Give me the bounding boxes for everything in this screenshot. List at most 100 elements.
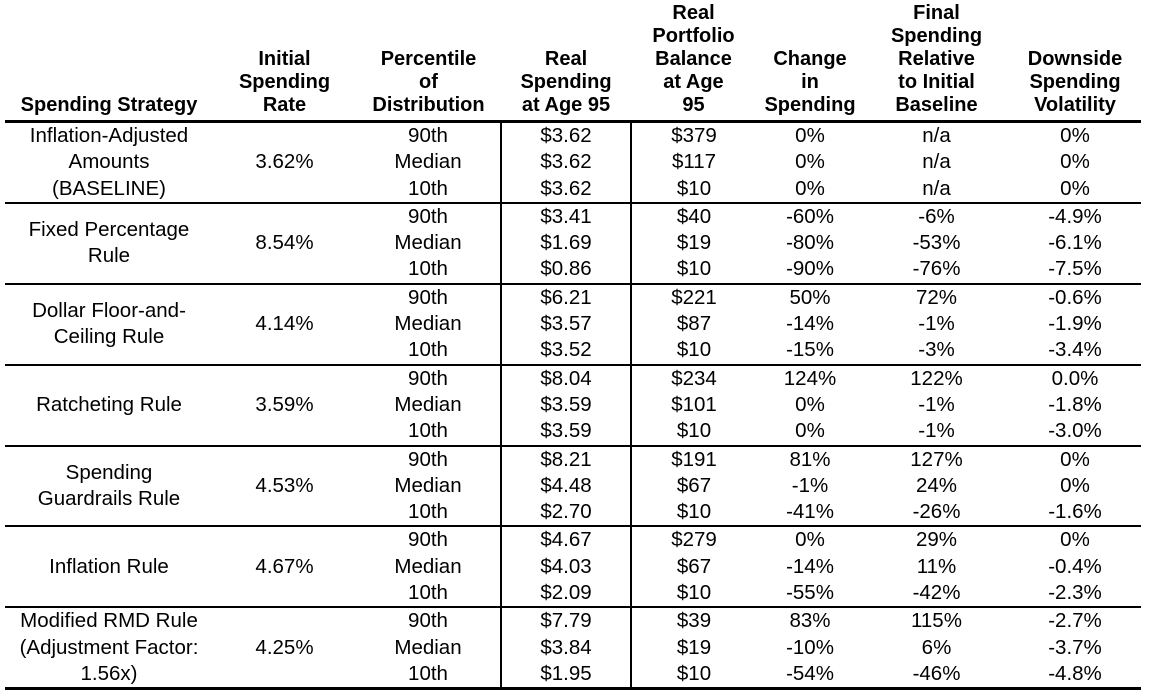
portfolio-balance-cell: $10 bbox=[676, 500, 712, 524]
change-in-spending-cell: 0% bbox=[795, 124, 825, 147]
real-spending-cell: $3.62 bbox=[500, 175, 632, 203]
real-spending-cell: $6.21 bbox=[500, 283, 632, 312]
percentile-cell: 90th bbox=[408, 366, 448, 390]
portfolio-balance-cell: $40 bbox=[676, 204, 712, 228]
final-vs-baseline-cell: n/a bbox=[922, 150, 951, 174]
change-in-spending-cell: -15% bbox=[786, 338, 834, 362]
percentile-cell: Median bbox=[394, 231, 462, 255]
downside-volatility-cell: -1.6% bbox=[1048, 500, 1102, 524]
table-row: Median $3.62 $117 0% n/a 0% bbox=[5, 149, 1141, 176]
real-spending-cell: $3.62 bbox=[500, 149, 632, 176]
table-row: Median $4.48 $67 -1% 24% 0% bbox=[5, 472, 1141, 500]
table-row: Inflation-Adjusted Amounts (BASELINE) 3.… bbox=[5, 121, 1141, 200]
change-in-spending-cell: -80% bbox=[786, 231, 834, 255]
real-spending-cell: $3.59 bbox=[500, 418, 632, 446]
strategy-cell: Dollar Floor-and- Ceiling Rule bbox=[32, 298, 186, 349]
final-vs-baseline-cell: n/a bbox=[922, 176, 951, 200]
real-spending-cell: $0.86 bbox=[500, 256, 632, 284]
change-in-spending-cell: -14% bbox=[786, 554, 834, 578]
portfolio-balance-cell: $221 bbox=[671, 285, 717, 309]
percentile-cell: 10th bbox=[408, 419, 448, 443]
downside-volatility-cell: -1.8% bbox=[1048, 392, 1102, 416]
change-in-spending-cell: 0% bbox=[795, 528, 825, 552]
final-vs-baseline-cell: 11% bbox=[916, 554, 957, 578]
portfolio-balance-cell: $191 bbox=[671, 447, 717, 471]
table-row: Median $1.69 $19 -80% -53% -6.1% bbox=[5, 230, 1141, 257]
table-row: 10th $3.59 $10 0% -1% -3.0% bbox=[5, 418, 1141, 446]
table-header-row: Spending Strategy Initial Spending Rate … bbox=[5, 2, 1141, 123]
downside-volatility-cell: -3.0% bbox=[1048, 419, 1102, 443]
final-vs-baseline-cell: -1% bbox=[918, 392, 955, 416]
percentile-cell: 90th bbox=[408, 447, 448, 471]
column-header-spending-strategy: Spending Strategy bbox=[5, 2, 213, 123]
table-row: Ratcheting Rule 3.59% 90th $8.04 $234 12… bbox=[5, 364, 1141, 416]
change-in-spending-cell: -60% bbox=[786, 204, 834, 228]
real-spending-cell: $3.62 bbox=[500, 121, 632, 150]
change-in-spending-cell: -1% bbox=[791, 473, 829, 497]
portfolio-balance-cell: $101 bbox=[671, 392, 717, 416]
column-header-initial-spending-rate: Initial Spending Rate bbox=[213, 2, 356, 123]
table-row: 10th $1.95 $10 -54% -46% -4.8% bbox=[5, 660, 1141, 689]
table-row: Median $3.59 $101 0% -1% -1.8% bbox=[5, 391, 1141, 419]
real-spending-cell: $3.52 bbox=[500, 337, 632, 365]
percentile-cell: 10th bbox=[408, 176, 448, 200]
downside-volatility-cell: -6.1% bbox=[1048, 231, 1102, 255]
rate-cell: 4.25% bbox=[255, 635, 314, 659]
section-dollar-floor-and-ceiling-rule: Dollar Floor-and- Ceiling Rule 4.14% 90t… bbox=[5, 283, 1141, 365]
change-in-spending-cell: 124% bbox=[783, 366, 837, 390]
portfolio-balance-cell: $67 bbox=[676, 554, 712, 578]
change-in-spending-cell: 0% bbox=[795, 392, 825, 416]
percentile-cell: 90th bbox=[408, 528, 448, 552]
portfolio-balance-cell: $87 bbox=[676, 312, 712, 336]
change-in-spending-cell: 81% bbox=[789, 447, 831, 471]
downside-volatility-cell: -4.8% bbox=[1048, 661, 1102, 685]
percentile-cell: Median bbox=[394, 635, 462, 659]
final-vs-baseline-cell: 29% bbox=[915, 528, 958, 552]
portfolio-balance-cell: $10 bbox=[676, 419, 712, 443]
real-spending-cell: $4.03 bbox=[500, 553, 632, 581]
downside-volatility-cell: 0% bbox=[1060, 150, 1090, 174]
downside-volatility-cell: -0.6% bbox=[1048, 285, 1102, 309]
portfolio-balance-cell: $10 bbox=[676, 661, 712, 685]
final-vs-baseline-cell: 115% bbox=[911, 609, 962, 633]
table-row: 10th $3.62 $10 0% n/a 0% bbox=[5, 175, 1141, 203]
rate-cell: 3.62% bbox=[255, 150, 314, 174]
final-vs-baseline-cell: n/a bbox=[922, 124, 951, 147]
table-row: Dollar Floor-and- Ceiling Rule 4.14% 90t… bbox=[5, 283, 1141, 348]
table-row: 10th $2.70 $10 -41% -26% -1.6% bbox=[5, 499, 1141, 527]
column-header-real-portfolio-balance-at-age-95: Real Portfolio Balance at Age 95 bbox=[631, 2, 756, 123]
change-in-spending-cell: 83% bbox=[789, 609, 831, 633]
final-vs-baseline-cell: -53% bbox=[912, 231, 961, 255]
downside-volatility-cell: -4.9% bbox=[1048, 204, 1102, 228]
final-vs-baseline-cell: -42% bbox=[912, 581, 961, 605]
rate-cell: 3.59% bbox=[255, 392, 314, 416]
section-spending-guardrails-rule: Spending Guardrails Rule 4.53% 90th $8.2… bbox=[5, 445, 1141, 527]
downside-volatility-cell: 0% bbox=[1060, 528, 1090, 552]
column-header-real-spending-at-age-95: Real Spending at Age 95 bbox=[501, 2, 631, 123]
real-spending-cell: $3.59 bbox=[500, 391, 632, 419]
percentile-cell: Median bbox=[394, 554, 462, 578]
final-vs-baseline-cell: -1% bbox=[918, 419, 955, 443]
final-vs-baseline-cell: 24% bbox=[915, 473, 958, 497]
final-vs-baseline-cell: 72% bbox=[915, 285, 958, 309]
table-row: Median $3.57 $87 -14% -1% -1.9% bbox=[5, 311, 1141, 338]
section-fixed-percentage-rule: Fixed Percentage Rule 8.54% 90th $3.41 $… bbox=[5, 202, 1141, 284]
final-vs-baseline-cell: -26% bbox=[912, 500, 961, 524]
change-in-spending-cell: 50% bbox=[789, 285, 831, 309]
percentile-cell: 90th bbox=[408, 609, 448, 633]
final-vs-baseline-cell: 122% bbox=[910, 366, 963, 390]
table-row: Fixed Percentage Rule 8.54% 90th $3.41 $… bbox=[5, 202, 1141, 267]
percentile-cell: 90th bbox=[408, 124, 448, 147]
table-row: Spending Guardrails Rule 4.53% 90th $8.2… bbox=[5, 445, 1141, 510]
percentile-cell: 90th bbox=[408, 204, 448, 228]
portfolio-balance-cell: $117 bbox=[671, 150, 717, 174]
real-spending-cell: $8.21 bbox=[500, 445, 632, 473]
table-row: Median $4.03 $67 -14% 11% -0.4% bbox=[5, 553, 1141, 581]
real-spending-cell: $7.79 bbox=[500, 607, 632, 635]
portfolio-balance-cell: $10 bbox=[676, 581, 712, 605]
portfolio-balance-cell: $279 bbox=[671, 528, 717, 552]
section-inflation-rule: Inflation Rule 4.67% 90th $4.67 $279 0% … bbox=[5, 526, 1141, 608]
table-row: Modified RMD Rule (Adjustment Factor: 1.… bbox=[5, 607, 1141, 685]
spending-strategies-table: Spending Strategy Initial Spending Rate … bbox=[5, 2, 1141, 690]
final-vs-baseline-cell: -46% bbox=[912, 661, 961, 685]
